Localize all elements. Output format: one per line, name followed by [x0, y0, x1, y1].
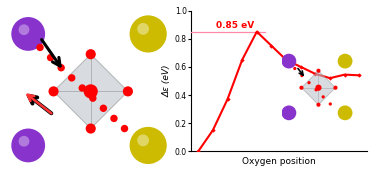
Circle shape — [328, 102, 332, 106]
Circle shape — [315, 85, 322, 91]
Circle shape — [121, 125, 128, 132]
Circle shape — [130, 15, 167, 52]
Circle shape — [282, 54, 296, 68]
Circle shape — [47, 54, 54, 61]
Circle shape — [57, 64, 65, 71]
Circle shape — [316, 69, 321, 73]
Text: 0.85 eV: 0.85 eV — [216, 21, 254, 30]
Circle shape — [316, 103, 321, 107]
Polygon shape — [54, 54, 128, 128]
Circle shape — [79, 84, 86, 92]
Circle shape — [137, 23, 149, 35]
X-axis label: Oxygen position: Oxygen position — [242, 157, 316, 166]
Circle shape — [282, 105, 296, 120]
Circle shape — [11, 17, 45, 51]
Circle shape — [300, 74, 304, 77]
Circle shape — [36, 44, 44, 51]
Circle shape — [86, 124, 96, 134]
Circle shape — [333, 86, 338, 90]
Circle shape — [110, 115, 118, 122]
Circle shape — [19, 136, 29, 147]
Circle shape — [293, 67, 296, 70]
Circle shape — [299, 86, 304, 90]
Polygon shape — [302, 71, 335, 105]
Circle shape — [19, 24, 29, 35]
Circle shape — [123, 86, 133, 96]
Circle shape — [100, 105, 107, 112]
Circle shape — [307, 81, 311, 84]
Circle shape — [338, 105, 352, 120]
Circle shape — [68, 74, 76, 82]
Circle shape — [314, 88, 318, 91]
Circle shape — [89, 94, 96, 102]
Circle shape — [322, 95, 325, 99]
Circle shape — [338, 54, 352, 68]
Circle shape — [137, 134, 149, 146]
Circle shape — [84, 84, 98, 99]
Y-axis label: Δε (eV): Δε (eV) — [163, 65, 172, 97]
Circle shape — [130, 127, 167, 164]
Circle shape — [48, 86, 59, 96]
Circle shape — [11, 128, 45, 162]
Circle shape — [86, 49, 96, 59]
